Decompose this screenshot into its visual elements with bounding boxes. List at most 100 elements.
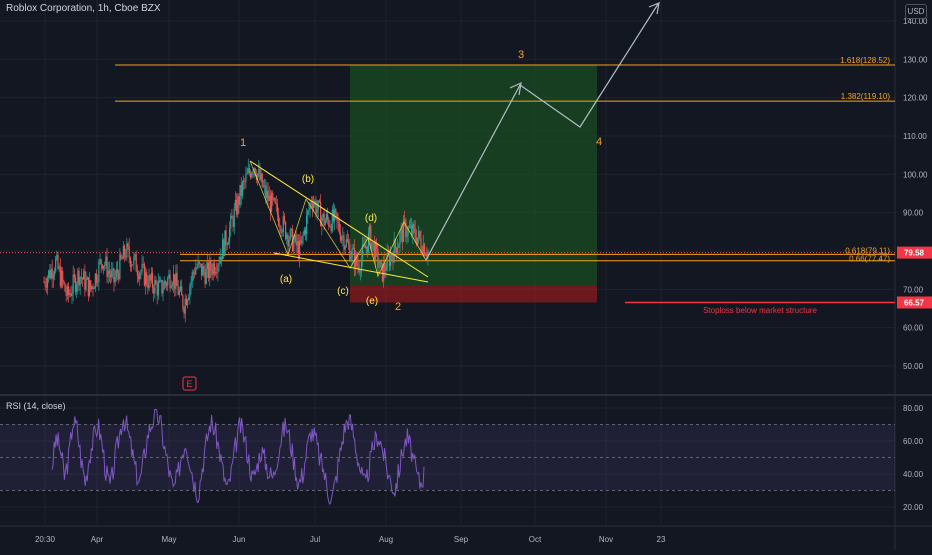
time-tick-label: 23 xyxy=(657,535,666,544)
earnings-marker-box xyxy=(182,376,197,391)
last-price-value: 79.58 xyxy=(904,249,925,258)
candle-body xyxy=(67,286,70,295)
candle-body xyxy=(86,277,88,280)
candle-body xyxy=(102,265,105,269)
candle-body xyxy=(186,299,189,306)
candle-body xyxy=(318,200,321,202)
candle-body xyxy=(97,281,99,283)
fib-0618-label: 0.618(79.11) xyxy=(845,246,890,255)
candle-body xyxy=(104,265,106,266)
candle-body xyxy=(221,239,224,260)
candle-body xyxy=(235,199,238,215)
candle-body xyxy=(339,232,342,241)
candle-body xyxy=(351,248,353,258)
candle-body xyxy=(151,272,154,288)
time-tick-label: 20:30 xyxy=(35,535,56,544)
candle-body xyxy=(223,239,225,257)
candle-body xyxy=(237,196,239,215)
candle-body xyxy=(122,245,124,259)
candle-body xyxy=(406,234,408,237)
time-tick-label: Aug xyxy=(379,535,393,544)
candle-body xyxy=(309,202,311,210)
candle-body xyxy=(348,241,350,245)
candle-body xyxy=(83,271,85,280)
candle-body xyxy=(400,227,402,234)
candle-body xyxy=(425,255,427,256)
candle-body xyxy=(195,267,197,275)
triangle-upper-line xyxy=(249,160,429,278)
candle-body xyxy=(43,281,45,283)
candle-body xyxy=(362,244,364,259)
candle-body xyxy=(238,196,240,205)
candle-body xyxy=(52,275,54,279)
candle-body xyxy=(146,272,148,285)
price-tick-label: 70.00 xyxy=(903,285,924,294)
candle-body xyxy=(335,209,337,213)
candle-body xyxy=(359,271,361,273)
candle-body xyxy=(329,225,331,227)
candle-body xyxy=(121,258,123,260)
candle-body xyxy=(370,225,372,249)
candle-body xyxy=(244,180,246,182)
candle-body xyxy=(112,268,114,271)
candle-body xyxy=(288,239,290,247)
candle-body xyxy=(301,236,303,244)
price-tick-label: 110.00 xyxy=(903,132,927,141)
candle-body xyxy=(385,270,387,272)
candle-body xyxy=(294,234,296,241)
candle-body xyxy=(136,271,138,276)
candle-body xyxy=(261,173,263,187)
candle-body xyxy=(282,216,284,233)
candle-body xyxy=(227,242,230,245)
candle-body xyxy=(232,218,234,227)
projection-arrow-2 xyxy=(648,2,660,15)
candle-body xyxy=(231,215,233,219)
wave-abcde-path xyxy=(249,160,427,278)
candle-body xyxy=(304,229,307,235)
candle-body xyxy=(267,190,269,201)
candle-body xyxy=(202,266,204,276)
candle-body xyxy=(246,173,248,175)
candles xyxy=(43,158,429,323)
rsi-tick-label: 20.00 xyxy=(903,503,924,512)
candle-body xyxy=(127,243,129,247)
candle-body xyxy=(409,225,412,228)
candle-body xyxy=(404,219,406,221)
candle-body xyxy=(48,270,50,278)
candle-body xyxy=(364,244,366,249)
candle-body xyxy=(116,269,119,274)
candle-body xyxy=(141,263,143,272)
candle-body xyxy=(275,203,277,204)
candle-body xyxy=(254,168,256,176)
candle-body xyxy=(386,253,388,271)
candle-body xyxy=(90,280,92,290)
candle-body xyxy=(258,168,260,174)
candle-body xyxy=(349,244,351,261)
rsi-pane: RSI (14, close) xyxy=(0,401,895,506)
candle-body xyxy=(296,241,298,246)
candle-body xyxy=(76,284,78,292)
projection-arrow-1 xyxy=(509,81,522,96)
candle-body xyxy=(325,214,328,221)
candle-body xyxy=(218,263,220,266)
currency-button[interactable]: USD xyxy=(905,4,927,19)
candle-body xyxy=(113,268,115,283)
candle-body xyxy=(299,240,301,259)
candle-body xyxy=(192,272,194,274)
candle-body xyxy=(384,263,386,271)
candle-body xyxy=(367,232,370,253)
candle-body xyxy=(73,274,75,278)
candle-body xyxy=(199,263,202,265)
candle-body xyxy=(274,198,276,204)
time-tick-label: Oct xyxy=(529,535,542,544)
candle-body xyxy=(248,168,251,173)
candle-body xyxy=(317,200,319,209)
candle-body xyxy=(70,293,72,296)
candle-body xyxy=(411,225,413,236)
candle-body xyxy=(228,228,231,243)
price-tick-label: 120.00 xyxy=(903,94,928,103)
candle-body xyxy=(125,255,127,258)
